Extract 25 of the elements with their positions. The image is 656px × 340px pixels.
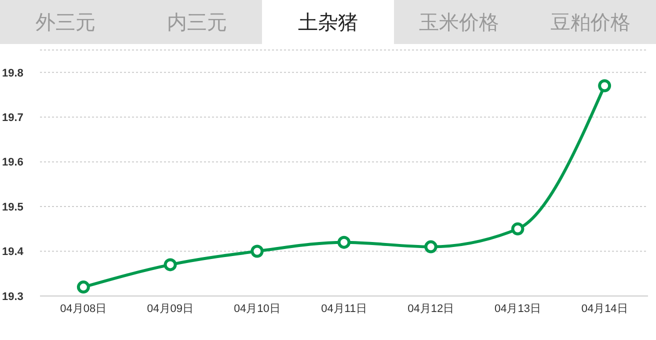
x-tick-label: 04月13日 [494,302,541,315]
text: 豆粕价格 [524,0,656,44]
x-tick-label: 04月14日 [581,302,628,315]
y-tick-label: 19.5 [2,201,24,214]
y-tick-label: 19.7 [2,112,24,124]
point [338,236,350,249]
x-tick-label: 04月12日 [408,302,454,315]
x-tick-label: 04月11日 [321,302,367,315]
x-tick-label: 04月09日 [147,302,194,315]
point [164,258,177,272]
point [424,240,438,254]
point [511,222,524,236]
x-tick-label: 04月08日 [60,302,107,315]
y-tick-label: 19.8 [2,67,24,80]
x-tick-label: 04月10日 [234,302,280,315]
point [598,79,612,92]
chart-title: 土杂猪 [262,0,394,44]
point [250,244,264,258]
y-tick-label: 19.3 [2,290,24,303]
text: 内三元 [131,0,262,44]
point [76,280,90,294]
y-tick-label: 19.6 [2,156,24,169]
y-tick-label: 19.4 [2,246,24,258]
text: 外三元 [0,0,132,44]
text: 玉米价格 [394,0,525,44]
